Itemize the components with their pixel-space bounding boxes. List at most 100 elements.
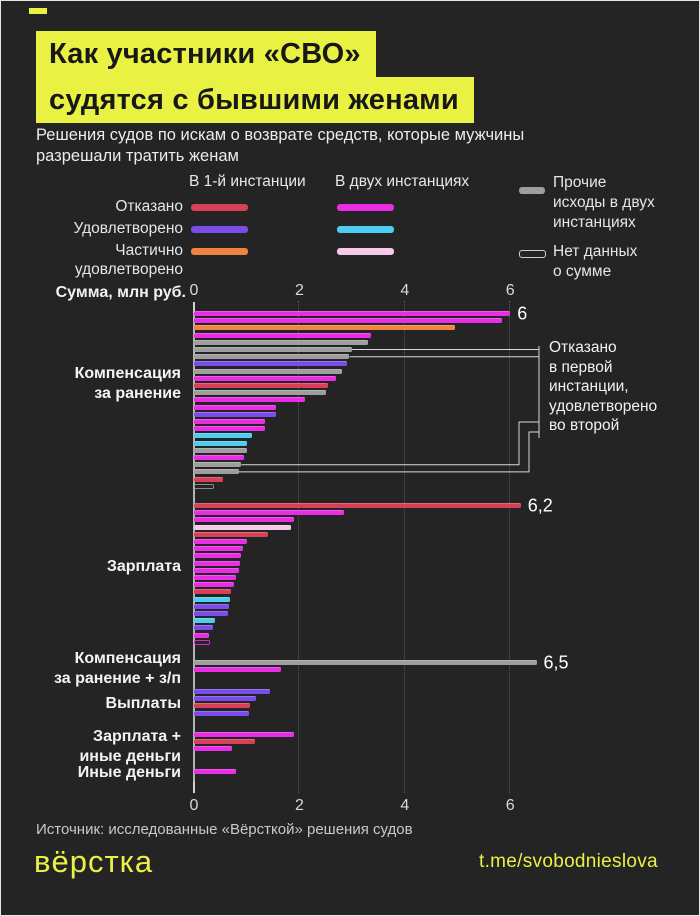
legend-column-header-first-instance: В 1-й инстанции [189,173,306,190]
bar [194,732,295,737]
legend-swatch-refused-both [337,204,394,211]
bar [194,739,255,745]
bar-value-label: 6,5 [543,652,569,673]
axis-zero-tick-bottom [193,782,195,793]
bar [194,667,281,673]
axis-zero-tick-top [193,302,195,313]
bar [194,639,211,645]
legend-row-label-refused: Отказано [115,198,183,215]
category-label: Компенсация за ранение + з/п [53,650,181,687]
bar [194,510,345,516]
bar [194,383,329,388]
axis-tick-label: 2 [294,282,304,299]
legend-no-data-icon [519,250,546,258]
axis-tick-label: 6 [505,797,515,814]
bar [194,503,521,508]
chart-subtitle: Решения судов по искам о возврате средст… [36,126,525,166]
axis-baseline [193,302,195,793]
bar [194,696,257,702]
legend-no-data-label: Нет данных о сумме [553,243,638,280]
bar [194,746,232,752]
bar [194,582,235,588]
telegram-link[interactable]: t.me/svobodnieslova [479,851,658,872]
axis-tick-label: 0 [189,797,199,814]
gridline [403,301,405,793]
bar [194,455,245,460]
bar [194,539,247,544]
bar [194,361,347,367]
bar [194,567,239,573]
verstka-logo: вёрстка [34,844,154,879]
legend-column-header-both-instances: В двух инстанциях [335,173,470,190]
bar [194,553,242,559]
bar [194,625,214,631]
legend-swatch-refused-first [191,204,248,211]
bar [194,433,252,439]
page-title: Как участники «СВО» судятся с бывшими же… [36,31,474,123]
axis-tick-label: 0 [189,282,199,299]
bar [194,483,215,489]
bar [194,419,266,424]
corner-accent [29,8,47,14]
bar [194,339,368,345]
bar [194,546,243,552]
axis-tick-label: 4 [400,282,410,299]
legend-other-outcomes-label: Прочие исходы в двух инстанциях [553,174,655,231]
bar [194,589,232,595]
bar [194,440,247,446]
source-note: Источник: исследованные «Вёрсткой» решен… [36,821,413,838]
category-label: Иные деньги [77,764,181,781]
bar [194,375,337,381]
bar [194,710,250,716]
bar [194,618,216,624]
bar [194,531,268,537]
page-title-line-1: Как участники «СВО» [36,31,376,77]
legend-swatch-granted-both [337,226,394,233]
bar [194,411,276,417]
gridline [509,301,511,793]
bar [194,447,247,453]
bar [194,517,295,523]
annotation-refused-first-granted-second: Отказано в первой инстанции, удовлетворе… [549,339,658,434]
gridline [298,301,300,793]
bar [194,703,250,709]
bar-value-label: 6,2 [527,495,553,516]
bar [194,575,237,580]
axis-tick-label: 2 [294,797,304,814]
bar [194,611,229,616]
legend-row-label-partial: Частично удовлетворено [74,242,183,278]
category-label: Выплаты [105,695,181,712]
bar [194,689,271,694]
bar [194,476,223,482]
bar [194,368,342,374]
bar [194,603,229,609]
bar [194,426,266,432]
category-label: Зарплата [106,558,181,575]
category-label: Зарплата + иные деньги [79,728,181,765]
bar [194,632,209,638]
bar [194,469,239,475]
axis-tick-label: 4 [400,797,410,814]
category-label: Компенсация за ранение [74,365,181,402]
axis-title: Сумма, млн руб. [55,284,186,301]
bar [194,325,455,331]
page-title-line-2: судятся с бывшими женами [36,77,474,123]
bar [194,524,292,530]
bar [194,596,231,602]
bar-value-label: 6 [517,303,528,324]
bar [194,660,537,665]
legend-swatch-partial-first [191,248,248,255]
legend-swatch-other-outcomes [519,187,545,194]
legend-swatch-granted-first [191,226,248,233]
axis-tick-label: 6 [505,282,515,299]
bar [194,462,242,468]
legend-row-label-granted: Удовлетворено [73,220,183,237]
bar [194,311,511,316]
bar [194,404,276,410]
bar [194,354,350,360]
bar [194,332,371,338]
bar [194,769,237,774]
bar [194,347,353,352]
legend-swatch-partial-both [337,248,394,255]
